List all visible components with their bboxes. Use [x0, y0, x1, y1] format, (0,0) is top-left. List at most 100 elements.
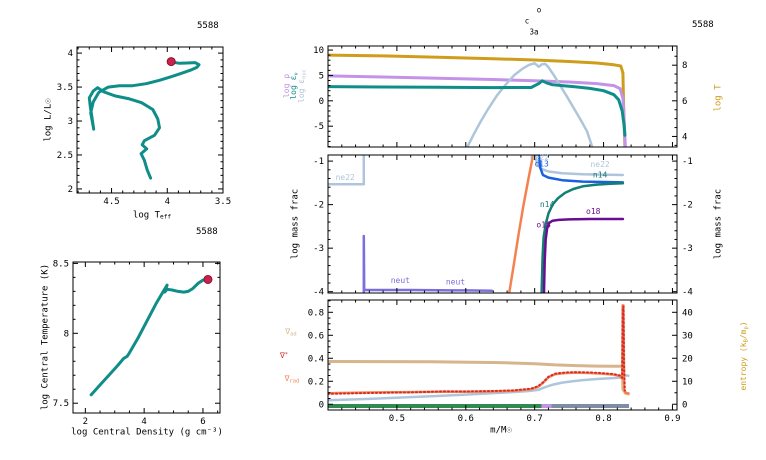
tick-label: -5: [313, 122, 324, 132]
tick-label: 6: [682, 97, 687, 107]
hr-frame: [76, 46, 224, 194]
profile-ylabel-log-eps-nuc: log εnuc: [297, 69, 308, 103]
entropy-post: ): [739, 321, 749, 327]
series-hr-track: [87, 60, 201, 180]
tick-label: 0.8: [308, 308, 324, 318]
tick-label: 2.5: [57, 151, 73, 161]
tick-label: 3: [68, 117, 73, 127]
hr-ylabel: log L/L☉: [43, 98, 54, 142]
burn-label-o: o: [536, 5, 542, 15]
tick-label: 0.4: [308, 354, 324, 364]
hr-xlabel-main: log T: [132, 210, 161, 221]
entropy-mid: /m: [739, 329, 749, 340]
chart-hr: 4.5 4 3.5 2 2.5 3 3.5 4: [57, 46, 231, 207]
tick-label: 3.5: [57, 83, 73, 93]
profile-model-number: 5588: [692, 20, 714, 30]
abund-ylabel-left: log mass frac: [290, 188, 301, 260]
hr-xlabel-sub: eff: [160, 213, 172, 221]
entropy-mp-sub: p: [743, 326, 750, 330]
series-entropy: [328, 374, 630, 402]
series-o18: [542, 217, 625, 293]
tick-label: 10: [682, 377, 693, 387]
tick-label: 0.6: [458, 414, 474, 424]
tick-label: 0.2: [308, 377, 324, 387]
tick-label: 2: [83, 417, 88, 427]
tick-label: 0.8: [595, 414, 611, 424]
mix-bar-boundary: [541, 404, 552, 408]
tick-label: 10: [313, 46, 324, 56]
burn-label-c: c: [524, 16, 530, 26]
series-log-eps-nuc: [466, 62, 594, 147]
mix-bar-radiative: [551, 404, 630, 408]
grad-xlabel: m/M☉: [490, 425, 512, 436]
tick-label: 2: [68, 185, 73, 195]
grad-ylabel-entropy: entropy (kB/mp): [739, 321, 750, 390]
annotation-o18: o18: [586, 207, 601, 216]
series-grad-ad: [328, 360, 630, 396]
tick-label: 0.6: [308, 331, 324, 341]
tick-label: -1: [313, 157, 324, 167]
hr-model-number: 5588: [197, 21, 219, 31]
tick-label: 4: [165, 197, 170, 207]
tick-label: 4: [682, 132, 687, 142]
trho-ylabel: log Central Temperature (K): [40, 263, 51, 411]
tick-label: 8.5: [53, 259, 69, 269]
tick-label: 20: [682, 354, 693, 364]
tick-label: -3: [313, 244, 324, 254]
tick-label: 0: [682, 400, 687, 410]
rad-sub: rad: [289, 378, 300, 385]
series-neut: [362, 234, 494, 293]
tick-label: 4.5: [103, 197, 119, 207]
annotation-neut: neut: [446, 278, 465, 287]
series-log-rho: [328, 74, 627, 147]
log-eps-text: log ε: [297, 78, 307, 103]
burn-label-3a: 3a: [529, 27, 539, 37]
entropy-kB-sub: B: [743, 339, 750, 343]
series-grad-star: [328, 305, 626, 395]
tick-label: -3: [682, 244, 693, 254]
star-sup: *: [284, 352, 289, 359]
tick-label: -2: [313, 201, 324, 211]
mix-bar-convective: [328, 404, 542, 408]
grad-frame: [327, 299, 678, 411]
tick-label: 8: [682, 61, 687, 71]
annotation-ne22: ne22: [590, 160, 609, 169]
series-log-eps-nu: [328, 79, 627, 137]
nabla-glyph: ∇: [285, 327, 291, 337]
tick-label: 4: [141, 417, 146, 427]
tick-label: 30: [682, 331, 693, 341]
series-ne22-right: [533, 155, 625, 177]
series-ne22-left: [328, 155, 366, 186]
tick-label: -4: [313, 288, 324, 298]
tick-label: -4: [682, 288, 693, 298]
abund-ylabel-right: log mass frac: [713, 188, 724, 260]
tick-label: 0: [319, 97, 324, 107]
series-c13: [537, 155, 625, 184]
nuc-sub: nuc: [301, 69, 308, 79]
tick-label: 0: [319, 400, 324, 410]
profile-ylabel-log-T: log T: [713, 84, 724, 112]
tick-label: 8: [64, 329, 69, 339]
hr-current-model-marker: [166, 57, 176, 67]
profile-frame: [327, 45, 678, 148]
tick-label: 5: [319, 71, 324, 81]
series-n14: [540, 182, 625, 293]
trho-xlabel: log Central Density (g cm⁻³): [71, 427, 223, 438]
tick-label: 0.5: [389, 414, 405, 424]
chart-profile: -5 0 5 10 4 6 8: [313, 45, 687, 148]
annotation-o18: o18: [536, 220, 551, 229]
tick-label: 40: [682, 308, 693, 318]
tick-label: 0.7: [527, 414, 543, 424]
hr-xlabel: log Teff: [133, 211, 171, 220]
annotation-ne22: ne22: [530, 153, 549, 162]
series-log-T: [328, 53, 627, 147]
nabla-glyph: ∇: [279, 351, 285, 360]
trho-frame: [72, 261, 221, 414]
grad-ad-label: ∇ad: [285, 328, 296, 338]
annotation-c13: c13: [534, 159, 549, 168]
annotation-neut: neut: [391, 276, 410, 285]
